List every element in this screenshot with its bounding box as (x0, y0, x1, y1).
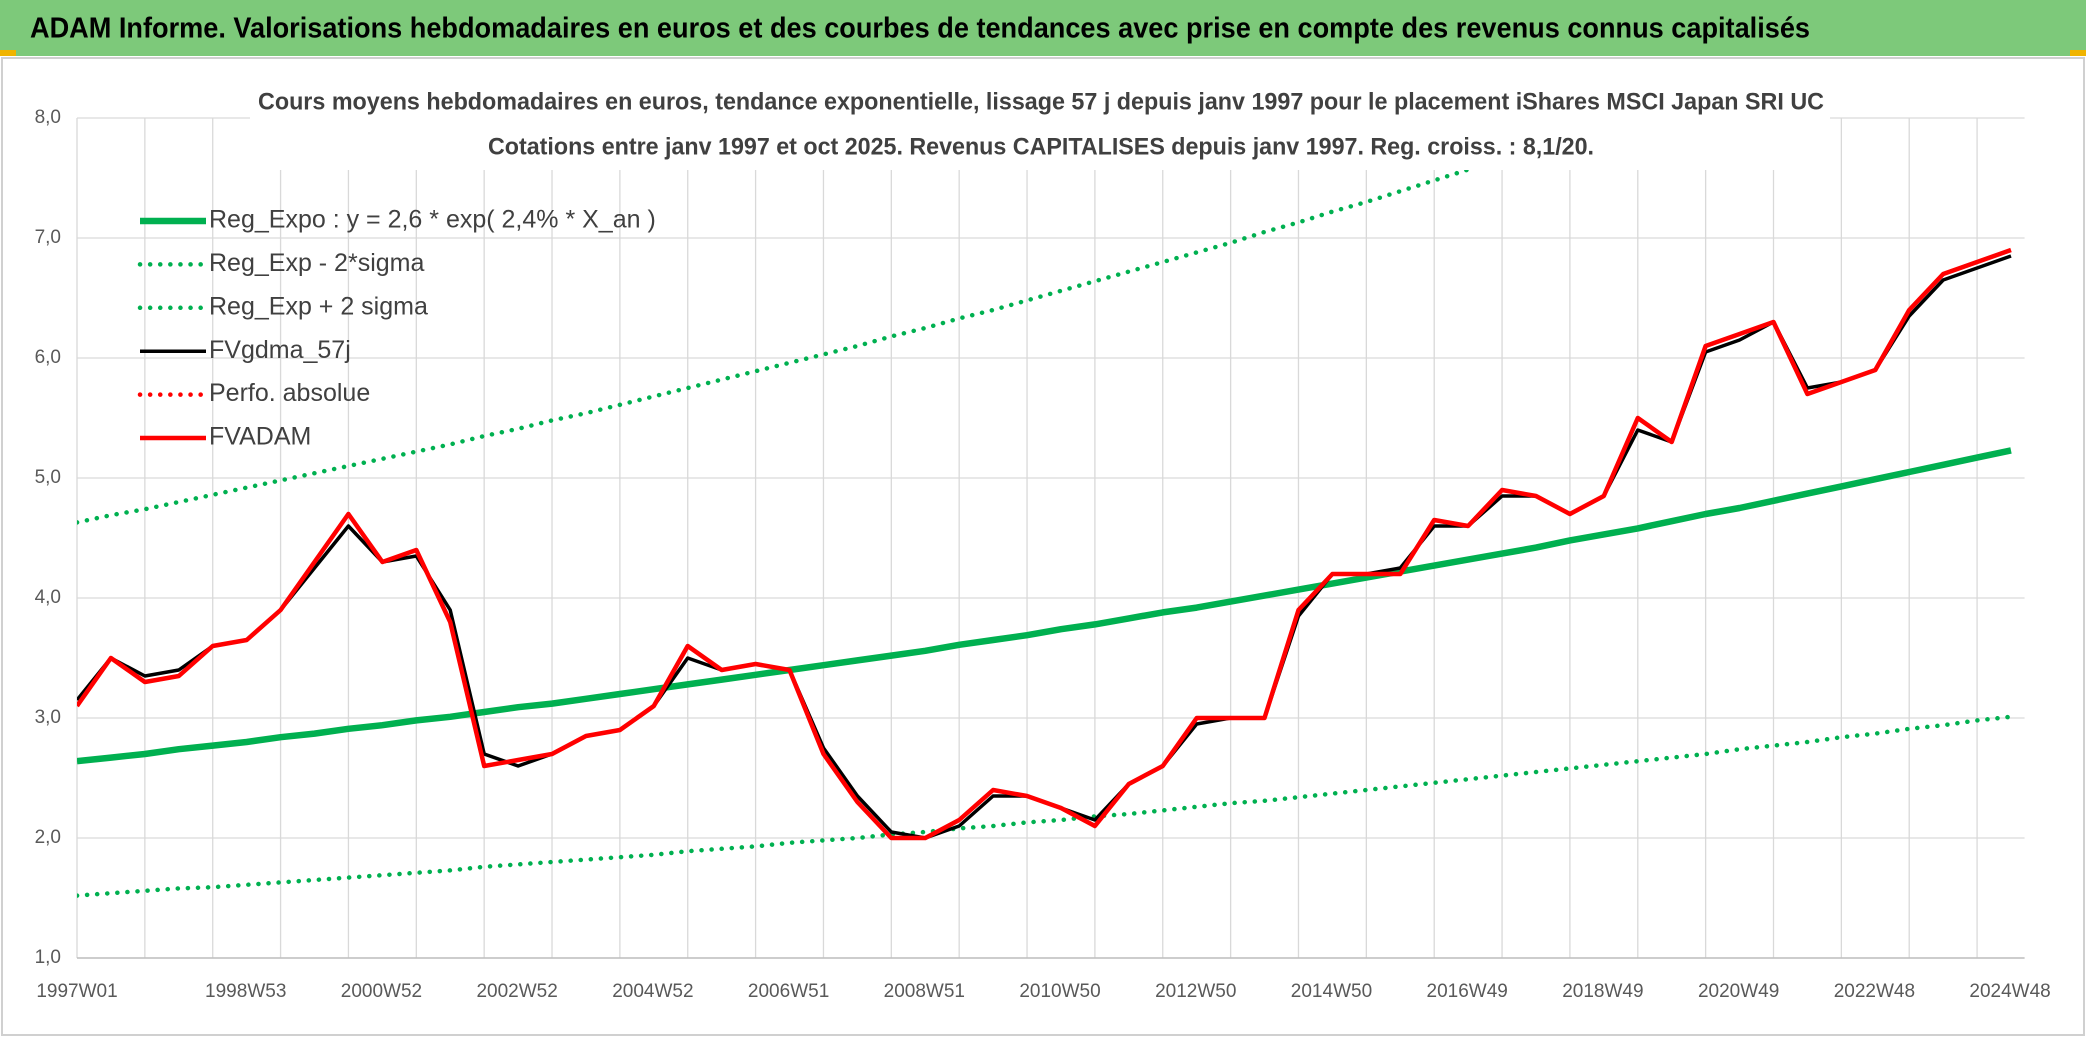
header-title: ADAM Informe. Valorisations hebdomadaire… (30, 13, 1810, 45)
plot (77, 118, 2014, 898)
x-tick-label: 2008W51 (884, 981, 965, 1002)
corner (2070, 50, 2086, 56)
x-tick-label: 2010W50 (1019, 981, 1100, 1002)
legend-label: Reg_Exp + 2 sigma (209, 292, 428, 320)
corner (0, 50, 16, 56)
y-tick-label: 7,0 (35, 227, 61, 248)
x-tick-label: 2000W52 (341, 981, 422, 1002)
y-tick-label: 8,0 (35, 107, 61, 128)
x-tick-label: 2016W49 (1427, 981, 1508, 1002)
y-tick-label: 4,0 (35, 587, 61, 608)
y-tick-label: 1,0 (35, 947, 61, 968)
x-tick-label: 2024W48 (1969, 981, 2050, 1002)
title-box (250, 84, 1830, 170)
y-tick-label: 5,0 (35, 467, 61, 488)
series-line (77, 447, 2012, 765)
x-tick-label: 2002W52 (476, 981, 557, 1002)
x-tick-label: 2022W48 (1834, 981, 1915, 1002)
x-tick-label: 2018W49 (1562, 981, 1643, 1002)
legend-label: FVADAM (209, 423, 311, 451)
chart-title: Cours moyens hebdomadaires en euros, ten… (258, 88, 1824, 115)
y-tick-label: 6,0 (35, 347, 61, 368)
series-line (77, 247, 2012, 841)
legend: Reg_Expo : y = 2,6 * exp( 2,4% * X_an ) R… (137, 206, 656, 451)
x-tick-label: 2020W49 (1698, 981, 1779, 1002)
legend-label: Perfo. absolue (209, 379, 370, 407)
x-tick-label: 1997W01 (36, 981, 117, 1002)
legend-label: FVgdma_57j (209, 336, 351, 364)
x-tick-label: 1998W53 (205, 981, 286, 1002)
x-tick-label: 2012W50 (1155, 981, 1236, 1002)
chart-frame (1, 57, 2085, 1036)
legend-label: Reg_Expo : y = 2,6 * exp( 2,4% * X_an ) (209, 206, 656, 234)
x-tick-label: 2014W50 (1291, 981, 1372, 1002)
y-tick-label: 2,0 (35, 827, 61, 848)
header-bar (0, 0, 2086, 56)
legend-label: Reg_Exp - 2*sigma (209, 249, 424, 277)
series-line (77, 714, 2014, 898)
x-tick-label: 2004W52 (612, 981, 693, 1002)
y-tick-label: 3,0 (35, 707, 61, 728)
x-tick-label: 2006W51 (748, 981, 829, 1002)
chart-subtitle: Cotations entre janv 1997 et oct 2025. R… (488, 133, 1594, 160)
